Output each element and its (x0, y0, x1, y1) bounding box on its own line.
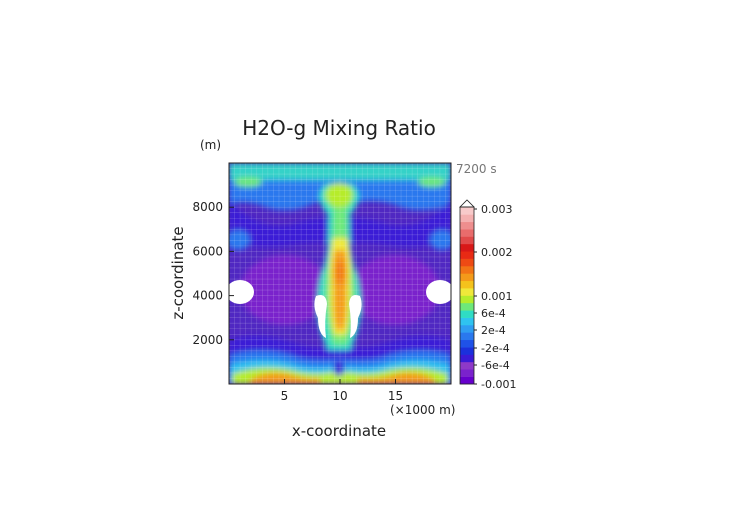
colorbar: 0.003 0.002 0.001 6e-4 2e-4 -2e-4 -6e-4 -0.001 (459, 199, 516, 391)
colorbar-swatch (460, 221, 474, 230)
colorbar-tick-label: -2e-4 (481, 342, 510, 355)
field-neck (334, 360, 344, 376)
colorbar-overflow-triangle (459, 199, 475, 208)
colorbar-swatch (460, 236, 474, 245)
colorbar-swatch (460, 347, 474, 355)
field-hole-right-edge (426, 280, 451, 304)
field-lower-orange-left (250, 372, 320, 384)
colorbar-swatch (460, 214, 474, 223)
colorbar-swatch (460, 295, 474, 304)
time-label: 7200 s (456, 162, 497, 176)
field-blue-right-edge (430, 230, 451, 250)
y-axis-label: z-coordinate (169, 226, 187, 319)
colorbar-tick-label: 0.002 (481, 246, 513, 259)
field-lower-orange-right (358, 372, 435, 384)
colorbar-swatch (460, 361, 474, 370)
field-hole-center-right (349, 295, 362, 338)
field-top-cap (325, 183, 353, 207)
field-blue-left-edge (229, 230, 250, 250)
field-top-band (229, 163, 451, 181)
x-axis-label: x-coordinate (292, 422, 386, 440)
colorbar-swatch (460, 302, 474, 311)
colorbar-swatch (460, 339, 474, 348)
x-axis-ticks: 5 10 15 (281, 379, 403, 403)
x-unit-label: (×1000 m) (390, 403, 455, 417)
y-axis-ticks: 2000 4000 6000 8000 (192, 200, 234, 347)
colorbar-swatch (460, 369, 474, 377)
colorbar-swatch (460, 266, 474, 274)
field-hole-left-edge (229, 280, 254, 304)
x-tick-label: 15 (388, 389, 403, 403)
colorbar-swatch (460, 273, 474, 282)
colorbar-swatch (460, 354, 474, 363)
colorbar-swatch (460, 258, 474, 267)
colorbar-tick-label: 0.001 (481, 290, 513, 303)
colorbar-tick-label: 6e-4 (481, 307, 506, 320)
y-tick-label: 8000 (192, 200, 223, 214)
y-tick-label: 4000 (192, 289, 223, 303)
chart-title: H2O-g Mixing Ratio (242, 116, 436, 140)
colorbar-tick-label: -6e-4 (481, 359, 510, 372)
plot-area (229, 163, 451, 384)
colorbar-tick-label: 0.003 (481, 203, 513, 216)
colorbar-swatch (460, 310, 474, 318)
x-tick-label: 5 (281, 389, 289, 403)
field-side-cap-left (234, 177, 262, 187)
gridlines (229, 163, 451, 384)
colorbar-swatch (460, 251, 474, 259)
colorbar-tick-label: 2e-4 (481, 324, 506, 337)
field-purple-left (240, 255, 330, 325)
y-unit-label: (m) (200, 138, 221, 152)
colorbar-swatch (460, 376, 474, 385)
field-plume-core (336, 260, 344, 284)
colorbar-swatch (460, 280, 474, 289)
field-side-cap-right (418, 177, 446, 187)
colorbar-swatch (460, 325, 474, 333)
colorbar-swatch (460, 243, 474, 252)
colorbar-swatch (460, 288, 474, 296)
colorbar-swatch (460, 317, 474, 326)
y-tick-label: 2000 (192, 333, 223, 347)
x-tick-label: 10 (332, 389, 347, 403)
colorbar-swatch (460, 332, 474, 341)
colorbar-swatch (460, 229, 474, 237)
field-hole-center-left (314, 295, 327, 338)
colorbar-swatch (460, 207, 474, 215)
field-purple-right (350, 255, 440, 325)
colorbar-tick-label: -0.001 (481, 378, 516, 391)
y-tick-label: 6000 (192, 244, 223, 258)
